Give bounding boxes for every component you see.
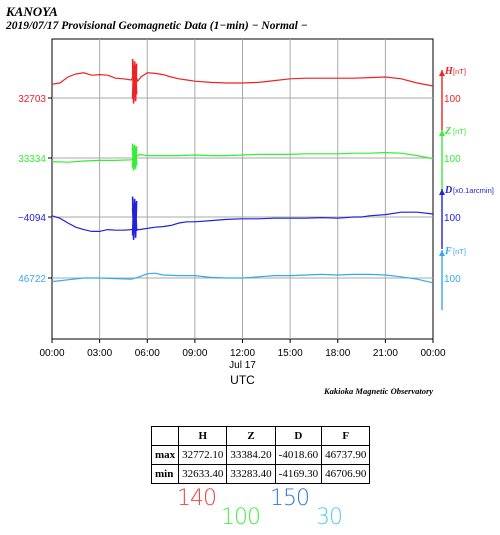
x-tick-label: 15:00 bbox=[278, 348, 303, 359]
geomagnetic-chart: 00:00 03:00 06:00 09:00 12:00 15:00 18:00 21:00… bbox=[18, 38, 494, 387]
series-line-h bbox=[51, 71, 434, 87]
unit-label-f: [nT] bbox=[453, 247, 466, 256]
table-cell: 33384.20 bbox=[226, 445, 276, 465]
x-tick-label: 03:00 bbox=[87, 348, 112, 359]
range-value-z: 100 bbox=[221, 505, 261, 530]
table-cell: 46737.90 bbox=[321, 445, 371, 465]
scale-label-f: 100 bbox=[444, 274, 461, 285]
table-header-cell: F bbox=[321, 426, 371, 446]
table-header-cell: Z bbox=[226, 426, 276, 446]
x-date-label: Jul 17 bbox=[229, 360, 256, 371]
table-row: min 32633.40 33283.40 -4169.30 46706.90 bbox=[150, 464, 371, 484]
x-tick-label: 09:00 bbox=[182, 348, 207, 359]
table-cell: -4018.60 bbox=[274, 445, 323, 465]
spike-h bbox=[131, 58, 138, 104]
left-ref-label-h: 32703 bbox=[18, 94, 46, 105]
component-label-z: Z bbox=[444, 126, 451, 137]
chart-subtitle: 2019/07/17 Provisional Geomagnetic Data … bbox=[6, 20, 308, 32]
table-row-label: max bbox=[150, 445, 180, 465]
table-cell: 32633.40 bbox=[178, 464, 228, 484]
x-tick-label: 00:00 bbox=[39, 348, 64, 359]
component-label-d: D bbox=[444, 185, 452, 196]
table-row-label: min bbox=[150, 464, 180, 484]
left-ref-label-d: −4094 bbox=[18, 213, 47, 224]
x-tick-label: 06:00 bbox=[135, 348, 160, 359]
station-title: KANOYA bbox=[6, 4, 58, 19]
series-line-f bbox=[51, 272, 434, 284]
table-row: max 32772.10 33384.20 -4018.60 46737.90 bbox=[150, 445, 371, 465]
scale-arrow-f bbox=[439, 250, 445, 256]
unit-label-d: [x0.1arcmin] bbox=[453, 186, 494, 195]
component-label-f: F bbox=[444, 246, 452, 257]
scale-arrow-d bbox=[439, 189, 445, 195]
component-label-h: H bbox=[444, 66, 454, 77]
table-header-cell: H bbox=[178, 426, 228, 446]
scale-label-h: 100 bbox=[444, 94, 461, 105]
table-cell: 32772.10 bbox=[178, 445, 228, 465]
series-line-z bbox=[51, 151, 434, 163]
x-axis-label: UTC bbox=[230, 373, 255, 387]
spike-z bbox=[131, 143, 138, 171]
scale-arrow-h bbox=[439, 70, 445, 76]
unit-label-z: [nT] bbox=[453, 127, 466, 136]
x-tick-label: 18:00 bbox=[325, 348, 350, 359]
table-cell: 33283.40 bbox=[226, 464, 276, 484]
table-header-cell bbox=[150, 426, 180, 446]
range-value-h: 140 bbox=[177, 486, 217, 511]
unit-label-h: [nT] bbox=[453, 67, 466, 76]
x-tick-label: 00:00 bbox=[420, 348, 445, 359]
table-header-cell: D bbox=[274, 426, 323, 446]
x-tick-label: 21:00 bbox=[373, 348, 398, 359]
table-cell: 46706.90 bbox=[321, 464, 371, 484]
left-ref-label-f: 46722 bbox=[18, 274, 46, 285]
range-value-d: 150 bbox=[270, 486, 310, 511]
credit-label: Kakioka Magnetic Observatory bbox=[324, 386, 434, 396]
table-header-row: H Z D F bbox=[150, 426, 371, 446]
series-line-d bbox=[51, 211, 434, 232]
stats-table: H Z D F max 32772.10 33384.20 -4018.60 4… bbox=[150, 426, 371, 484]
scale-label-z: 100 bbox=[444, 154, 461, 165]
scale-arrow-z bbox=[439, 130, 445, 136]
scale-label-d: 100 bbox=[444, 213, 461, 224]
left-ref-label-z: 33334 bbox=[18, 154, 46, 165]
spike-d bbox=[131, 196, 138, 240]
x-tick-label: 12:00 bbox=[230, 348, 255, 359]
range-value-f: 30 bbox=[316, 505, 343, 530]
table-cell: -4169.30 bbox=[274, 464, 323, 484]
